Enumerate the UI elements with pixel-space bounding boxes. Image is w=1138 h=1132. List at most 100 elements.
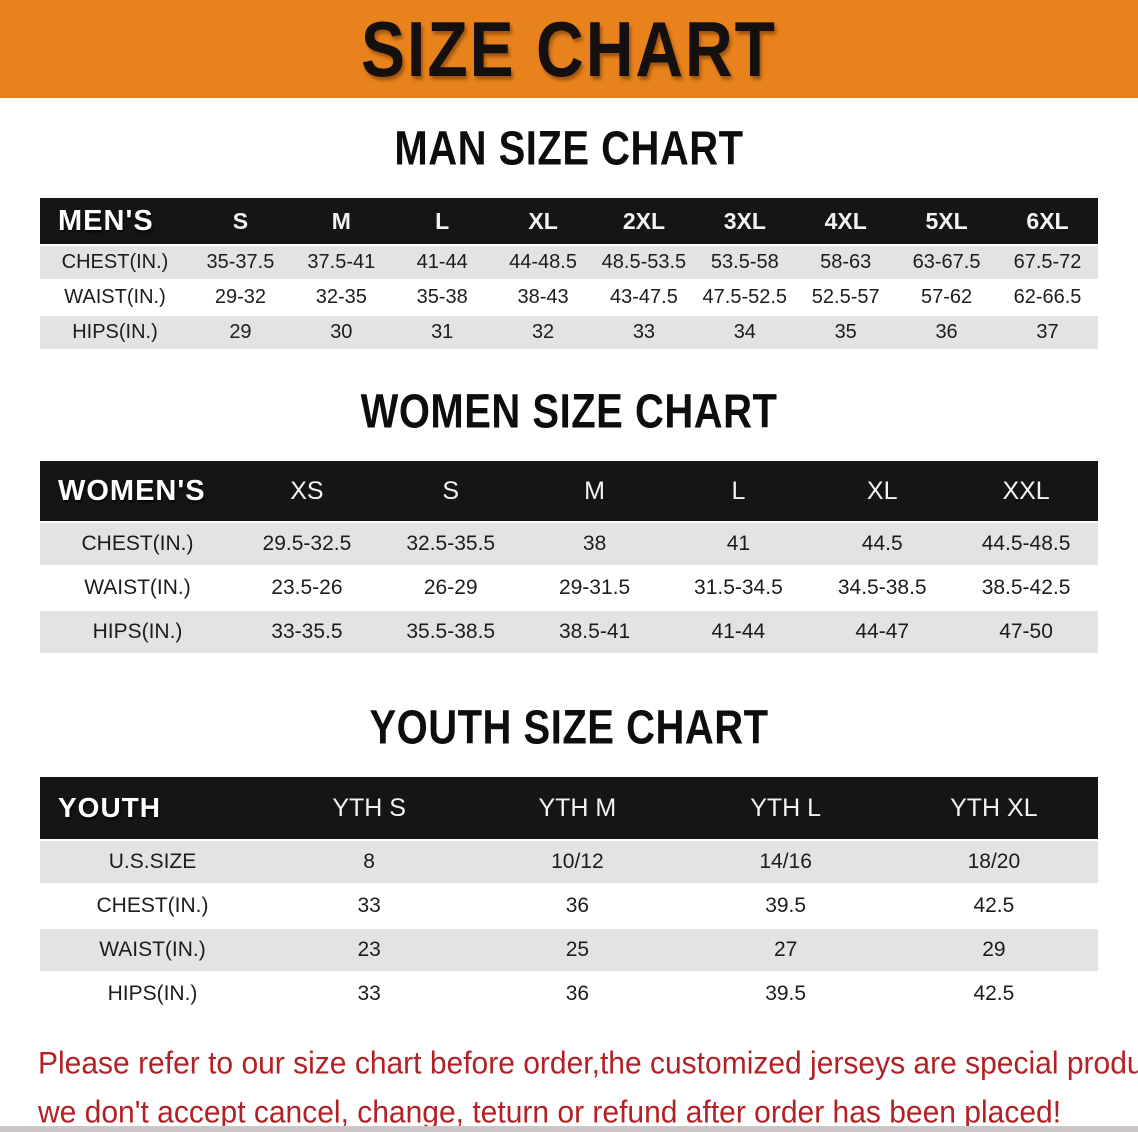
- table-row: U.S.SIZE 8 10/12 14/16 18/20: [40, 841, 1098, 883]
- size-cell: 47.5-52.5: [694, 281, 796, 314]
- size-cell: 32: [492, 316, 594, 349]
- size-column-header: XXL: [954, 461, 1098, 521]
- size-column-header: L: [666, 461, 811, 521]
- man-size-chart-heading: MAN SIZE CHART: [394, 122, 744, 176]
- size-cell: 47-50: [954, 611, 1098, 653]
- disclaimer-text: Please refer to our size chart before or…: [0, 1039, 1138, 1132]
- size-cell: 67.5-72: [997, 246, 1098, 279]
- size-cell: 37.5-41: [290, 246, 392, 279]
- size-cell: 62-66.5: [997, 281, 1098, 314]
- row-label: WAIST(IN.): [40, 567, 235, 609]
- size-cell: 38: [522, 523, 667, 565]
- banner: SIZE CHART: [0, 0, 1138, 98]
- row-label: HIPS(IN.): [40, 611, 235, 653]
- size-cell: 38.5-41: [522, 611, 667, 653]
- size-column-header: M: [290, 198, 392, 244]
- size-column-header: L: [391, 198, 493, 244]
- table-row: HIPS(IN.) 29 30 31 32 33 34 35 36 37: [40, 316, 1098, 349]
- size-column-header: XS: [235, 461, 379, 521]
- size-cell: 38-43: [492, 281, 594, 314]
- women-size-table: WOMEN'S XS S M L XL XXL CHEST(IN.) 29.5-32.5 32.5…: [40, 459, 1098, 655]
- size-column-header: 3XL: [694, 198, 796, 244]
- size-cell: 36: [473, 973, 682, 1015]
- banner-title: SIZE CHART: [361, 5, 777, 93]
- size-cell: 44-48.5: [492, 246, 594, 279]
- row-label: HIPS(IN.): [40, 973, 265, 1015]
- youth-size-table: YOUTH YTH S YTH M YTH L YTH XL U.S.SIZE 8 10/12…: [40, 775, 1098, 1017]
- size-cell: 35-37.5: [190, 246, 291, 279]
- table-row: CHEST(IN.) 35-37.5 37.5-41 41-44 44-48.5 48.5…: [40, 246, 1098, 279]
- size-cell: 8: [265, 841, 474, 883]
- row-label: WAIST(IN.): [40, 281, 190, 314]
- size-column-header: 2XL: [593, 198, 695, 244]
- size-cell: 41-44: [391, 246, 493, 279]
- size-cell: 58-63: [795, 246, 897, 279]
- row-label: CHEST(IN.): [40, 523, 235, 565]
- table-row: CHEST(IN.) 29.5-32.5 32.5-35.5 38 41 44.5 44.5…: [40, 523, 1098, 565]
- size-cell: 35.5-38.5: [378, 611, 523, 653]
- disclaimer-line-2: we don't accept cancel, change, teturn o…: [38, 1095, 1062, 1130]
- size-cell: 32-35: [290, 281, 392, 314]
- size-column-header: XL: [492, 198, 594, 244]
- size-cell: 18/20: [889, 841, 1098, 883]
- size-cell: 29.5-32.5: [235, 523, 379, 565]
- size-cell: 36: [896, 316, 997, 349]
- size-cell: 34: [694, 316, 796, 349]
- size-cell: 43-47.5: [593, 281, 695, 314]
- size-cell: 39.5: [681, 885, 890, 927]
- table-header-row: YOUTH YTH S YTH M YTH L YTH XL: [40, 777, 1098, 839]
- size-cell: 33: [265, 885, 474, 927]
- size-column-header: 6XL: [997, 198, 1098, 244]
- size-cell: 42.5: [889, 885, 1098, 927]
- size-cell: 57-62: [896, 281, 997, 314]
- size-cell: 23: [265, 929, 474, 971]
- size-column-header: YTH S: [265, 777, 474, 839]
- size-cell: 29-31.5: [522, 567, 667, 609]
- table-row: HIPS(IN.) 33-35.5 35.5-38.5 38.5-41 41-44 44-…: [40, 611, 1098, 653]
- size-cell: 25: [473, 929, 682, 971]
- size-cell: 26-29: [378, 567, 523, 609]
- size-cell: 63-67.5: [896, 246, 997, 279]
- table-corner-label: YOUTH: [40, 777, 265, 839]
- row-label: U.S.SIZE: [40, 841, 265, 883]
- size-cell: 32.5-35.5: [378, 523, 523, 565]
- table-corner-label: WOMEN'S: [40, 461, 235, 521]
- size-cell: 37: [997, 316, 1098, 349]
- size-cell: 29: [889, 929, 1098, 971]
- size-cell: 41: [666, 523, 811, 565]
- size-cell: 33-35.5: [235, 611, 379, 653]
- size-cell: 33: [265, 973, 474, 1015]
- disclaimer-line-1: Please refer to our size chart before or…: [38, 1046, 1138, 1081]
- size-cell: 52.5-57: [795, 281, 897, 314]
- size-cell: 10/12: [473, 841, 682, 883]
- size-cell: 44.5-48.5: [954, 523, 1098, 565]
- size-column-header: YTH L: [681, 777, 890, 839]
- size-cell: 48.5-53.5: [593, 246, 695, 279]
- row-label: WAIST(IN.): [40, 929, 265, 971]
- table-row: HIPS(IN.) 33 36 39.5 42.5: [40, 973, 1098, 1015]
- size-cell: 33: [593, 316, 695, 349]
- table-row: WAIST(IN.) 23 25 27 29: [40, 929, 1098, 971]
- size-cell: 38.5-42.5: [954, 567, 1098, 609]
- table-row: WAIST(IN.) 29-32 32-35 35-38 38-43 43-47.5 47.…: [40, 281, 1098, 314]
- size-cell: 53.5-58: [694, 246, 796, 279]
- table-header-row: WOMEN'S XS S M L XL XXL: [40, 461, 1098, 521]
- women-size-chart-heading: WOMEN SIZE CHART: [360, 385, 778, 439]
- size-column-header: M: [522, 461, 667, 521]
- table-row: WAIST(IN.) 23.5-26 26-29 29-31.5 31.5-34.5 34…: [40, 567, 1098, 609]
- size-cell: 42.5: [889, 973, 1098, 1015]
- size-cell: 44.5: [810, 523, 955, 565]
- row-label: CHEST(IN.): [40, 885, 265, 927]
- size-column-header: XL: [810, 461, 955, 521]
- image-bottom-edge: [0, 1126, 1138, 1132]
- size-cell: 35: [795, 316, 897, 349]
- size-cell: 34.5-38.5: [810, 567, 955, 609]
- youth-size-chart-heading: YOUTH SIZE CHART: [369, 701, 769, 755]
- size-cell: 30: [290, 316, 392, 349]
- size-column-header: S: [378, 461, 523, 521]
- row-label: CHEST(IN.): [40, 246, 190, 279]
- size-cell: 14/16: [681, 841, 890, 883]
- size-cell: 41-44: [666, 611, 811, 653]
- size-cell: 31.5-34.5: [666, 567, 811, 609]
